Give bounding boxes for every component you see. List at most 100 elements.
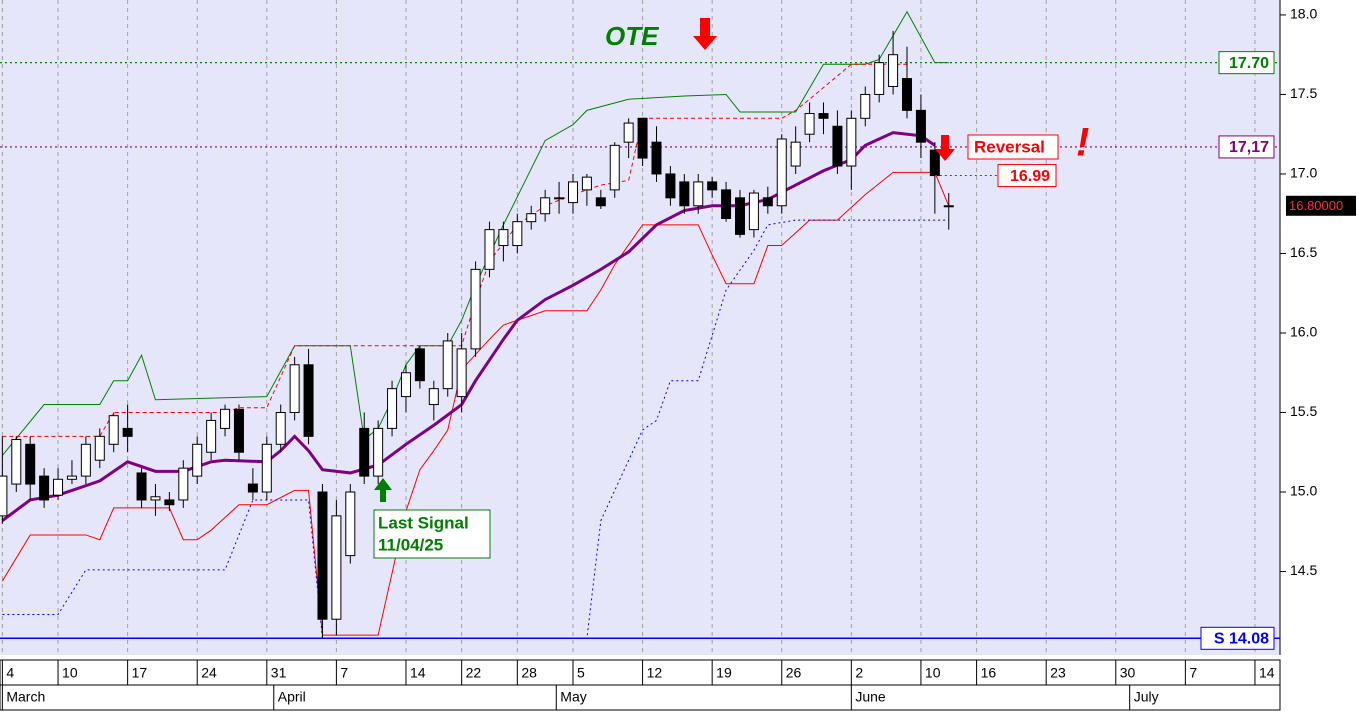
candle-body <box>470 268 481 350</box>
reference-label: 17,17 <box>1229 139 1269 156</box>
candle-body <box>233 408 244 453</box>
candle-body <box>94 435 105 461</box>
candle-body <box>53 478 64 496</box>
candle-body <box>581 176 592 191</box>
candle-body <box>192 443 203 477</box>
candle-body <box>567 181 578 204</box>
x-tick-label: 12 <box>647 665 663 681</box>
candle-body <box>818 113 829 119</box>
y-tick-label: 17.0 <box>1290 165 1317 181</box>
candle-body <box>888 54 899 88</box>
x-tick-label: 24 <box>201 665 217 681</box>
candle-body <box>164 499 175 506</box>
candle-body <box>359 427 370 477</box>
candle-body <box>623 122 634 143</box>
candle-body <box>261 443 272 493</box>
x-tick-label: 14 <box>410 665 426 681</box>
candle-body <box>108 415 119 445</box>
x-tick-label: 26 <box>786 665 802 681</box>
candle-body <box>400 372 411 398</box>
x-tick-label: 30 <box>1120 665 1136 681</box>
x-tick-label: 10 <box>925 665 941 681</box>
reversal-box <box>967 134 1059 160</box>
candle-body <box>860 93 871 119</box>
candle-body <box>303 364 314 437</box>
reference-label: S 14.08 <box>1214 631 1269 648</box>
candle-body <box>790 141 801 167</box>
candle-body <box>373 427 384 477</box>
signal-date: 11/04/25 <box>378 535 443 554</box>
signal-label: Last Signal <box>378 513 469 532</box>
reversal-label: Reversal <box>974 137 1045 156</box>
candle-body <box>846 117 857 167</box>
candle-body <box>498 229 509 247</box>
candle-body <box>442 340 453 390</box>
y-tick-label: 18.0 <box>1290 6 1317 22</box>
candle-body <box>874 62 885 95</box>
candle-body <box>289 364 300 413</box>
stop-label-box <box>997 164 1057 188</box>
candle-body <box>456 348 467 398</box>
x-tick-label: 7 <box>340 665 348 681</box>
x-tick-label: 28 <box>521 665 537 681</box>
candle-body <box>832 125 843 167</box>
candle-body <box>275 411 286 445</box>
x-tick-label: 16 <box>981 665 997 681</box>
candle-body <box>247 483 258 493</box>
candle-body <box>609 144 620 191</box>
month-label: June <box>855 689 886 705</box>
candle-body <box>762 197 773 207</box>
candle-body <box>665 173 676 199</box>
ote-arrow <box>693 18 717 50</box>
indicator-line <box>2 219 949 639</box>
candle-body <box>220 408 231 429</box>
candle-body <box>0 475 8 517</box>
candle-body <box>66 475 77 480</box>
candle-body <box>721 189 732 219</box>
y-tick-label: 16.0 <box>1290 324 1317 340</box>
candle-body <box>693 181 704 207</box>
plot-area <box>0 0 1280 655</box>
candle-body <box>39 475 50 501</box>
candle-body <box>178 467 189 501</box>
month-label: May <box>560 689 586 705</box>
candle-body <box>776 138 787 207</box>
x-tick-label: 22 <box>466 665 482 681</box>
x-tick-label: 17 <box>132 665 148 681</box>
candle-body <box>317 491 328 620</box>
candle-body <box>554 197 565 200</box>
candle-body <box>902 78 913 111</box>
last-price-label: 16.80000 <box>1289 198 1343 213</box>
candle-body <box>428 388 439 406</box>
candle-body <box>943 205 954 208</box>
candle-body <box>345 491 356 557</box>
reference-label-box <box>1218 135 1275 159</box>
candle-body <box>595 197 606 207</box>
y-tick-label: 15.0 <box>1290 483 1317 499</box>
x-tick-label: 10 <box>62 665 78 681</box>
candle-body <box>540 197 551 215</box>
x-tick-label: 19 <box>716 665 732 681</box>
last-price-box <box>1286 195 1356 216</box>
candle-body <box>80 443 91 477</box>
candle-body <box>526 213 537 223</box>
x-tick-label: 23 <box>1050 665 1066 681</box>
candle-body <box>734 197 745 235</box>
signal-arrow <box>374 478 392 502</box>
month-label: March <box>6 689 45 705</box>
candle-body <box>707 181 718 191</box>
candle-body <box>637 117 648 159</box>
x-tick-label: 5 <box>577 665 585 681</box>
reference-label: 17.70 <box>1229 55 1269 72</box>
candle-body <box>651 141 662 175</box>
reversal-arrow <box>935 135 955 161</box>
month-label: April <box>278 689 306 705</box>
ote-label: OTE <box>605 21 659 51</box>
candle-body <box>136 472 147 501</box>
y-tick-label: 15.5 <box>1290 403 1317 419</box>
candle-body <box>206 419 217 453</box>
stop-label: 16.99 <box>1010 168 1050 185</box>
candle-body <box>25 443 36 485</box>
month-label: July <box>1134 689 1159 705</box>
